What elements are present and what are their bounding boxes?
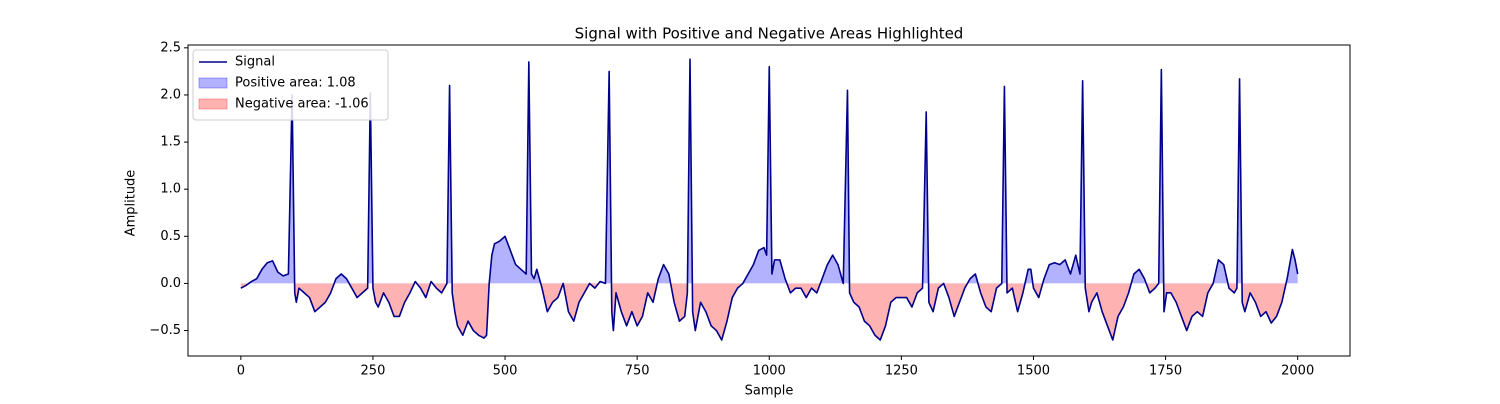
chart-title: Signal with Positive and Negative Areas … bbox=[575, 25, 964, 43]
y-tick-label: 1.0 bbox=[160, 182, 181, 197]
y-tick-label: 1.5 bbox=[160, 135, 181, 150]
x-tick-label: 0 bbox=[237, 364, 245, 379]
y-tick-label: 2.5 bbox=[160, 40, 181, 55]
positive-area bbox=[240, 59, 1298, 284]
legend-label: Positive area: 1.08 bbox=[235, 76, 356, 91]
legend-box bbox=[192, 49, 389, 121]
x-tick-label: 500 bbox=[493, 364, 518, 379]
x-tick-label: 1750 bbox=[1149, 364, 1182, 379]
negative-area bbox=[240, 283, 1287, 340]
legend-label: Negative area: -1.06 bbox=[235, 97, 369, 112]
x-tick-label: 250 bbox=[361, 364, 386, 379]
legend-label: Signal bbox=[235, 55, 275, 70]
y-tick-label: −0.5 bbox=[149, 323, 181, 338]
legend-swatch bbox=[198, 77, 228, 89]
y-tick-label: 2.0 bbox=[160, 87, 181, 102]
x-tick-label: 1500 bbox=[1017, 364, 1050, 379]
x-tick-label: 750 bbox=[625, 364, 650, 379]
x-tick-label: 1250 bbox=[885, 364, 918, 379]
x-tick-label: 2000 bbox=[1281, 364, 1314, 379]
signal-line bbox=[240, 58, 1299, 341]
legend-swatch bbox=[198, 98, 228, 110]
x-tick-label: 1000 bbox=[753, 364, 786, 379]
y-axis-label: Amplitude bbox=[124, 170, 139, 237]
x-axis-label: Sample bbox=[745, 384, 794, 399]
y-tick-label: 0.0 bbox=[160, 276, 181, 291]
y-tick-label: 0.5 bbox=[160, 229, 181, 244]
